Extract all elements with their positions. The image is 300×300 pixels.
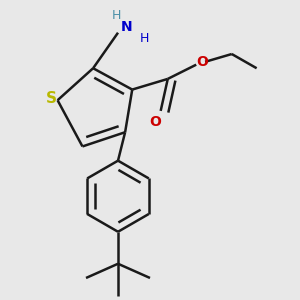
Text: H: H: [112, 9, 121, 22]
Text: O: O: [197, 55, 208, 69]
Text: S: S: [46, 91, 57, 106]
Text: N: N: [121, 20, 133, 34]
Text: H: H: [140, 32, 149, 44]
Text: O: O: [149, 115, 161, 129]
